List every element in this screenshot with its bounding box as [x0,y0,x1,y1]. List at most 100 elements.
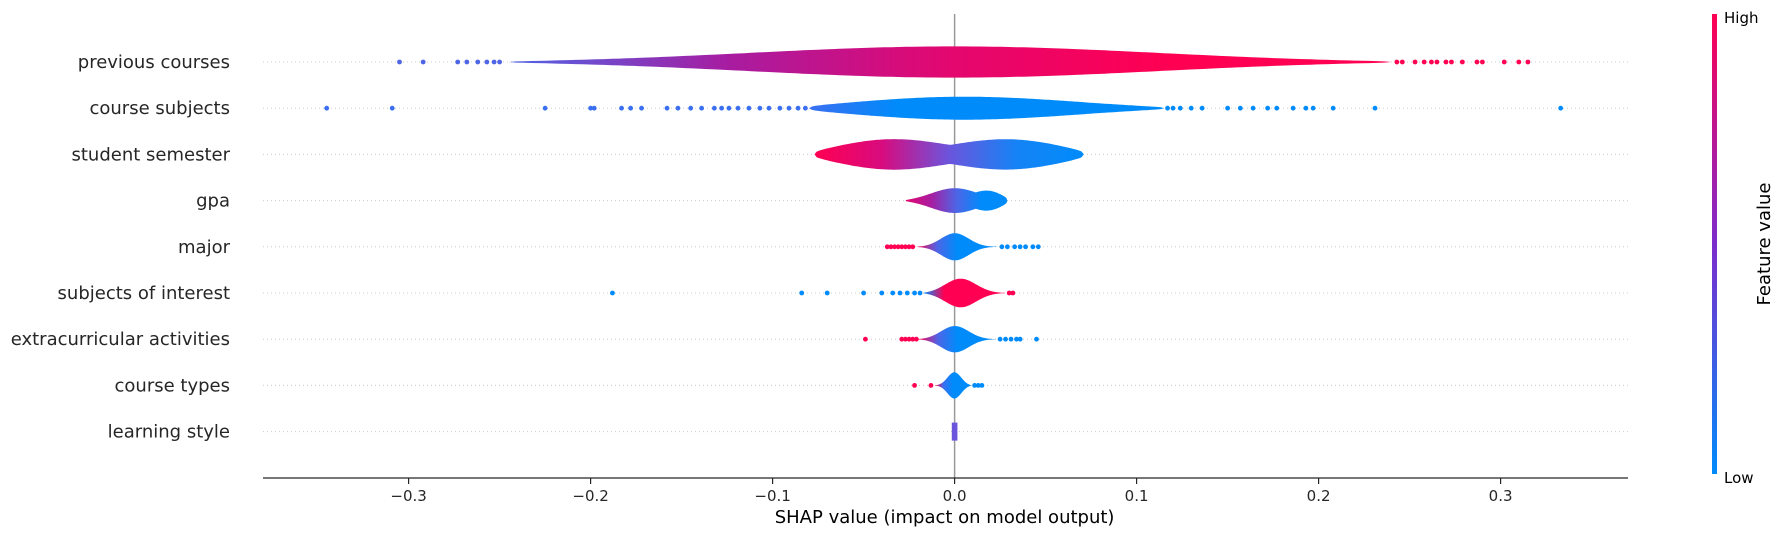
outlier-dot [912,290,917,296]
outlier-dot [1421,59,1427,65]
outlier-dot [1265,105,1271,111]
violin-student-semester [814,139,1084,170]
outlier-dot [1004,244,1010,250]
outlier-dot [1177,105,1183,111]
outlier-dot [928,383,934,388]
violin-learning-style [951,422,958,441]
outlier-dot [979,383,985,388]
outlier-dot [863,336,868,342]
x-tick-label: 0.0 [943,487,967,505]
outlier-dot [884,244,890,250]
outlier-dot [1003,336,1008,342]
violins [508,46,1392,441]
outlier-dot [861,290,866,296]
outlier-dot [904,290,910,296]
x-tick-label: −0.3 [390,487,426,505]
feature-label: course types [115,375,230,396]
outlier-dots [324,59,1564,388]
outlier-dot [903,244,908,250]
outlier-dot [1017,244,1023,250]
outlier-dot [719,105,725,111]
outlier-dot [389,105,395,111]
outlier-dot [746,105,752,111]
outlier-dot [1443,59,1449,65]
outlier-dot [639,105,644,111]
outlier-dot [1017,336,1023,342]
x-tick-label: 0.1 [1125,487,1149,505]
feature-labels: previous courses course subjects student s… [11,52,231,443]
outlier-dot [1399,59,1405,65]
outlier-dot [799,290,805,296]
feature-label: major [178,237,231,258]
feature-label: gpa [196,191,230,212]
outlier-dot [897,290,903,296]
outlier-dot [888,244,894,250]
violin-gpa [905,188,1008,213]
violin-previous-courses [508,46,1392,78]
violin-major [916,233,999,261]
x-tick-label: −0.1 [754,487,790,505]
outlier-dot [591,105,597,111]
outlier-dot [913,336,919,342]
outlier-dot [757,105,763,111]
outlier-dot [1008,336,1014,342]
colorbar-high-label: High [1724,9,1758,27]
outlier-dot [1372,105,1378,111]
outlier-dot [1014,336,1019,342]
outlier-dot [542,105,548,111]
outlier-dot [906,244,912,250]
outlier-dot [999,244,1005,250]
x-tick-label: 0.3 [1489,487,1513,505]
outlier-dot [777,105,783,111]
outlier-dot [1012,244,1018,250]
outlier-dot [1525,59,1531,65]
outlier-dot [1188,105,1194,111]
outlier-dot [1237,105,1243,111]
outlier-dot [802,105,808,111]
x-tick-label: −0.2 [572,487,608,505]
outlier-dot [497,59,502,65]
outlier-dot [420,59,426,65]
feature-label: learning style [108,422,230,443]
outlier-dot [1010,290,1016,296]
outlier-dot [1516,59,1522,65]
outlier-dot [610,290,615,296]
outlier-dot [1330,105,1336,111]
violin-course-subjects [809,96,1164,120]
outlier-dot [1501,59,1507,65]
outlier-dot [397,59,402,65]
x-axis-title: SHAP value (impact on model output) [775,507,1115,528]
outlier-dot [892,244,897,250]
outlier-dot [726,105,732,111]
outlier-dot [795,105,801,111]
outlier-dot [1434,59,1440,65]
outlier-dot [910,336,916,342]
outlier-dot [1034,336,1039,342]
outlier-dot [1303,105,1309,111]
feature-label: extracurricular activities [11,329,230,350]
outlier-dot [766,105,772,111]
outlier-dot [917,290,923,296]
outlier-dot [464,59,470,65]
outlier-dot [899,336,905,342]
feature-label: previous courses [78,52,230,73]
outlier-dot [1290,105,1296,111]
outlier-dot [628,105,634,111]
outlier-dot [1274,105,1280,111]
outlier-dot [1170,105,1176,111]
outlier-dot [455,59,461,65]
outlier-dot [475,59,481,65]
outlier-dot [1474,59,1480,65]
violin-subjects-of-interest [923,278,1006,308]
outlier-dot [619,105,624,111]
outlier-dot [903,336,908,342]
outlier-dot [975,383,981,388]
outlier-dot [1165,105,1170,111]
colorbar: High Low Feature value [1712,9,1775,487]
outlier-dot [1199,105,1205,111]
x-axis-ticks: −0.3 −0.2 −0.1 0.0 0.1 0.2 0.3 [390,478,1513,505]
outlier-dot [324,105,330,111]
outlier-dot [1412,59,1418,65]
outlier-dot [484,59,490,65]
